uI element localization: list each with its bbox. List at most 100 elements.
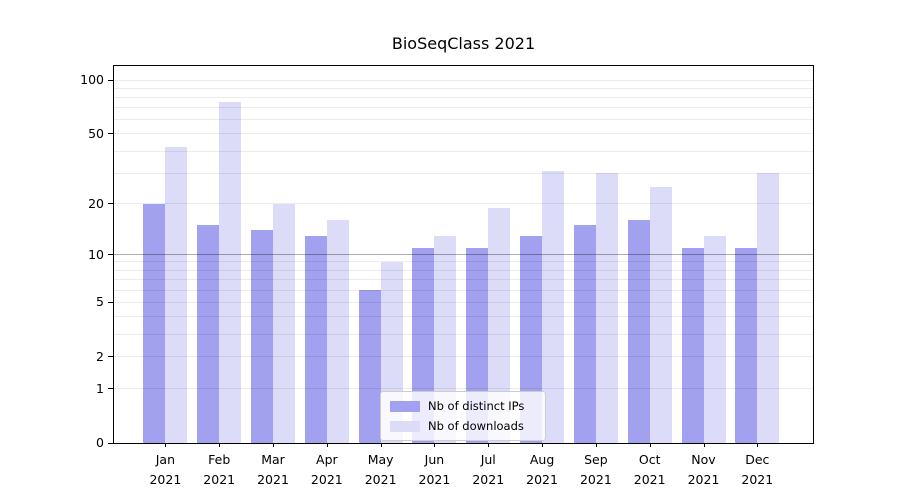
legend-entry-distinct-ips: Nb of distinct IPs <box>390 398 536 414</box>
gridline-7 <box>114 279 813 281</box>
y-tick-label-0: 0 <box>96 435 104 450</box>
x-tick-dec <box>757 443 759 447</box>
x-tick-year-may: 2021 <box>364 472 397 487</box>
x-tick-jan <box>165 443 167 447</box>
gridline-60 <box>114 119 813 121</box>
gridline-6 <box>114 289 813 291</box>
bar-downloads-sep <box>595 173 618 443</box>
x-tick-year-jul: 2021 <box>472 472 505 487</box>
gridline-80 <box>114 97 813 99</box>
gridline-30 <box>114 172 813 174</box>
x-tick-label-apr: Apr 2021 <box>300 450 354 490</box>
x-tick-year-apr: 2021 <box>310 472 343 487</box>
x-tick-label-aug: Aug 2021 <box>515 450 569 490</box>
x-tick-year-feb: 2021 <box>203 472 236 487</box>
x-tick-label-jan: Jan 2021 <box>138 450 192 490</box>
x-tick-year-jan: 2021 <box>149 472 182 487</box>
bar-distinct-ips-feb <box>197 225 220 443</box>
y-tick-label-100: 100 <box>80 72 104 88</box>
gridline-3 <box>114 333 813 335</box>
x-tick-year-aug: 2021 <box>526 472 558 487</box>
gridline-10 <box>114 254 813 255</box>
y-tick-5 <box>108 301 113 303</box>
legend-label-distinct-ips: Nb of distinct IPs <box>428 399 525 413</box>
gridline-50 <box>114 133 813 135</box>
x-tick-label-nov: Nov 2021 <box>677 450 731 490</box>
y-tick-20 <box>108 203 113 205</box>
legend-swatch-distinct-ips <box>390 400 420 412</box>
bar-distinct-ips-nov <box>681 247 704 443</box>
chart-title: BioSeqClass 2021 <box>391 34 536 53</box>
bar-downloads-feb <box>219 101 242 443</box>
x-tick-jul <box>488 443 490 447</box>
x-tick-year-mar: 2021 <box>257 472 289 487</box>
gridline-70 <box>114 107 813 109</box>
gridline-1 <box>114 388 813 389</box>
plot-area: Nb of distinct IPs Nb of downloads <box>113 65 814 444</box>
bar-distinct-ips-mar <box>251 230 274 443</box>
x-tick-label-mar: Mar 2021 <box>246 450 300 490</box>
legend-swatch-downloads <box>390 420 420 432</box>
x-tick-label-may: May 2021 <box>354 450 408 490</box>
gridline-9 <box>114 261 813 263</box>
x-tick-aug <box>542 443 544 447</box>
y-tick-10 <box>108 254 113 255</box>
x-tick-label-jul: Jul 2021 <box>461 450 515 490</box>
bar-downloads-aug <box>542 170 565 443</box>
x-tick-label-feb: Feb 2021 <box>192 450 246 490</box>
gridline-5 <box>114 301 813 303</box>
x-tick-year-dec: 2021 <box>741 472 774 487</box>
bar-distinct-ips-may <box>358 290 381 443</box>
x-tick-year-nov: 2021 <box>687 472 720 487</box>
x-tick-may <box>380 443 382 447</box>
gridline-8 <box>114 269 813 271</box>
y-tick-label-5: 5 <box>96 294 104 310</box>
x-tick-label-sep: Sep 2021 <box>569 450 623 490</box>
x-tick-year-sep: 2021 <box>579 472 612 487</box>
bar-distinct-ips-jan <box>143 203 166 443</box>
bar-downloads-mar <box>273 203 296 443</box>
gridline-20 <box>114 203 813 205</box>
gridline-90 <box>114 87 813 89</box>
y-tick-0 <box>108 442 113 444</box>
x-tick-jun <box>434 443 436 447</box>
x-tick-sep <box>595 443 597 447</box>
legend-entry-downloads: Nb of downloads <box>390 418 536 434</box>
bar-distinct-ips-dec <box>735 247 758 443</box>
x-tick-feb <box>219 443 221 447</box>
bar-distinct-ips-oct <box>627 220 650 443</box>
bar-distinct-ips-apr <box>304 235 327 443</box>
y-tick-50 <box>108 133 113 135</box>
x-tick-year-jun: 2021 <box>418 472 451 487</box>
gridline-40 <box>114 150 813 152</box>
bar-downloads-jan <box>165 147 188 443</box>
x-tick-nov <box>703 443 705 447</box>
y-tick-label-20: 20 <box>88 195 104 211</box>
x-tick-year-oct: 2021 <box>633 472 666 487</box>
bar-downloads-jul <box>488 207 511 443</box>
legend-label-downloads: Nb of downloads <box>428 419 524 433</box>
bar-downloads-dec <box>757 173 780 443</box>
y-tick-1 <box>108 388 113 389</box>
bar-distinct-ips-sep <box>573 225 596 443</box>
x-tick-oct <box>649 443 651 447</box>
gridline-2 <box>114 356 813 358</box>
x-tick-label-dec: Dec 2021 <box>730 450 784 490</box>
y-tick-label-1: 1 <box>96 380 104 396</box>
gridline-4 <box>114 315 813 317</box>
x-tick-label-jun: Jun 2021 <box>407 450 461 490</box>
y-tick-label-2: 2 <box>96 348 104 364</box>
y-tick-2 <box>108 356 113 358</box>
legend: Nb of distinct IPs Nb of downloads <box>380 391 546 441</box>
x-tick-mar <box>273 443 275 447</box>
bar-downloads-oct <box>649 186 672 443</box>
x-tick-apr <box>326 443 328 447</box>
gridline-100 <box>114 79 813 81</box>
x-tick-label-oct: Oct 2021 <box>623 450 677 490</box>
y-tick-100 <box>108 79 113 81</box>
bar-downloads-apr <box>326 220 349 443</box>
bar-downloads-nov <box>703 235 726 443</box>
gridlines-layer <box>114 66 813 443</box>
y-tick-label-50: 50 <box>88 125 104 141</box>
